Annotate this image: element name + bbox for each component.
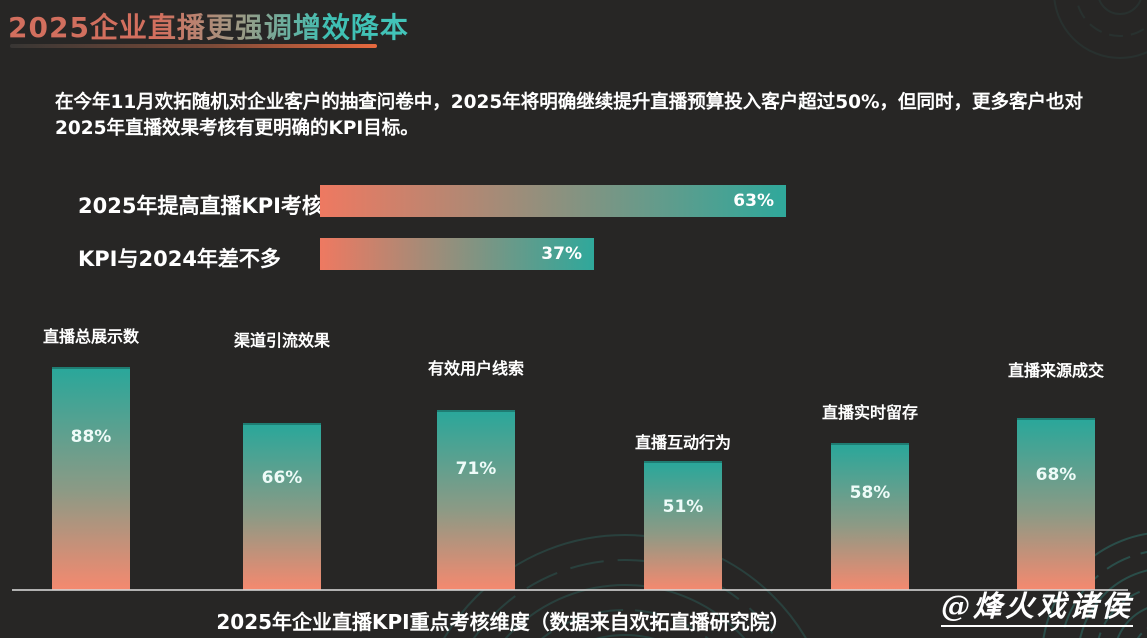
watermark: @烽火戏诸侯 [940,589,1133,627]
vbar-category-label: 直播来源成交 [1007,361,1104,380]
intro-paragraph: 在今年11月欢拓随机对企业客户的抽查问卷中，2025年将明确继续提升直播预算投入… [55,92,1084,139]
vbar-category-label: 直播总展示数 [42,327,139,346]
hbar: 37% [320,238,594,270]
vbar-category-label: 有效用户线索 [427,359,524,378]
hbar: 63% [320,185,786,217]
page-title: 2025企业直播更强调增效降本 [8,6,409,46]
vbar-category-label: 直播互动行为 [634,433,731,452]
vbar: 51% [644,461,722,590]
vbar: 66% [243,423,321,590]
hbar-category-label: 2025年提高直播KPI考核 [78,194,323,218]
vbar-category-label: 直播实时留存 [821,403,918,422]
vbar-value-label: 88% [70,427,112,447]
hbar-category-label: KPI与2024年差不多 [78,247,281,271]
vbar: 68% [1017,418,1095,590]
vbar-value-label: 71% [455,459,497,479]
hbar-value-label: 37% [541,244,582,264]
vbar-value-label: 68% [1035,465,1077,485]
title-underline-decoration [10,44,377,48]
vbar-value-label: 58% [849,483,891,503]
vbar-value-label: 51% [662,497,704,517]
chart-caption: 2025年企业直播KPI重点考核维度（数据来自欢拓直播研究院） [216,610,790,634]
vbar: 71% [437,410,515,590]
hbar-value-label: 63% [733,191,774,211]
vbar: 58% [831,443,909,590]
vbar-category-label: 渠道引流效果 [233,331,330,350]
chart-baseline [12,589,1128,591]
vbar-value-label: 66% [261,468,303,488]
vbar: 88% [52,367,130,590]
